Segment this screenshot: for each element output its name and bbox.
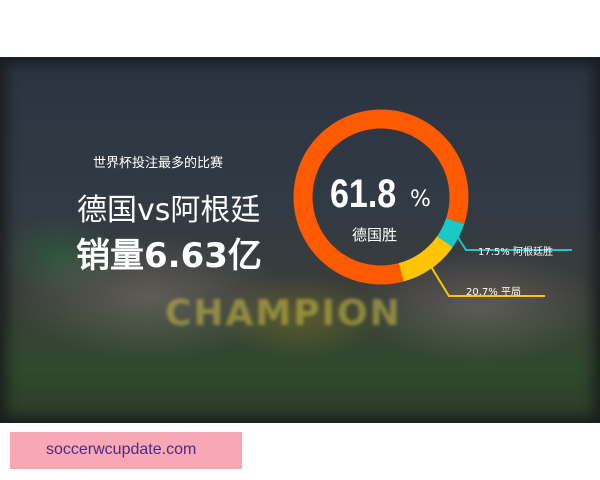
draw-annotation: 20.7% 平局	[466, 287, 521, 298]
watermark: soccerwcupdate.com	[10, 432, 242, 469]
champion-banner: CHAMPION	[165, 293, 402, 334]
argentina-leader-line	[453, 230, 572, 251]
center-unit: %	[410, 187, 431, 212]
center-value: 61.8	[330, 172, 397, 216]
watermark-text: soccerwcupdate.com	[46, 441, 197, 458]
donut-slice-3	[398, 235, 453, 282]
donut-slice-1	[293, 109, 469, 285]
subtitle: 世界杯投注最多的比赛	[93, 156, 224, 171]
donut-slice-2	[436, 217, 465, 248]
sales-figure: 销量6.63亿	[76, 236, 262, 276]
background-photo: CHAMPION	[0, 57, 600, 423]
center-label: 德国胜	[352, 226, 398, 244]
match-title: 德国vs阿根廷	[77, 193, 261, 228]
draw-leader-line	[429, 264, 545, 297]
argentina-annotation: 17.5% 阿根廷胜	[478, 247, 553, 258]
